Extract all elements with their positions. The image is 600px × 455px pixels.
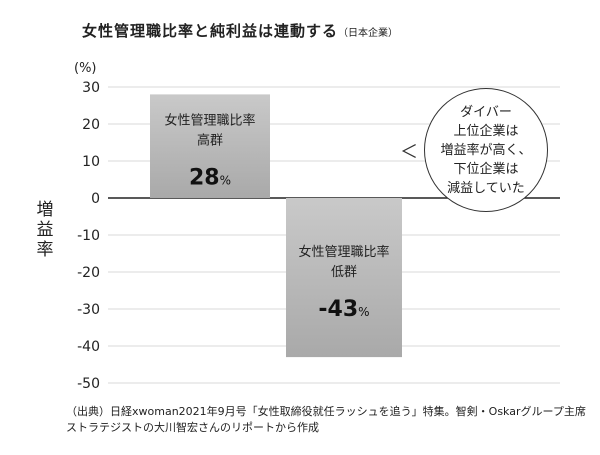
- callout-pointer-icon: ＜: [400, 142, 418, 163]
- y-tick-label: 20: [82, 117, 100, 133]
- bar-category-label: 女性管理職比率: [164, 112, 255, 128]
- y-tick-label: 0: [91, 191, 100, 207]
- y-tick-label: 10: [82, 154, 100, 170]
- bar-category-label: 低群: [331, 265, 357, 280]
- callout-text: ダイバー 上位企業は 増益率が高く、 下位企業は 減益していた: [440, 104, 532, 196]
- chart-title-main: 女性管理職比率と純利益は連動する: [82, 22, 339, 40]
- y-axis-unit: (%): [74, 61, 97, 76]
- bar-category-label: 高群: [197, 132, 223, 148]
- bar-high-group: [150, 94, 270, 198]
- y-tick-label: 30: [82, 80, 100, 96]
- bar-category-label: 女性管理職比率: [298, 244, 389, 260]
- y-tick-label: -20: [77, 265, 100, 281]
- y-tick-label: -10: [77, 228, 100, 244]
- y-tick-label: -40: [77, 339, 100, 355]
- bar-value-label: -43%: [318, 297, 369, 322]
- y-tick-label: -30: [77, 302, 100, 318]
- y-tick-label: -50: [77, 376, 100, 392]
- callout-bubble: ダイバー 上位企業は 増益率が高く、 下位企業は 減益していた: [424, 88, 548, 212]
- bar-low-group: [286, 198, 402, 358]
- chart-title: 女性管理職比率と純利益は連動する（日本企業）: [82, 20, 398, 41]
- source-note: （出典）日経xwoman2021年9月号「女性取締役就任ラッシュを追う」特集。智…: [66, 405, 586, 434]
- chart-subtitle: （日本企業）: [338, 28, 399, 39]
- y-axis-label: 増益率: [36, 200, 54, 260]
- bar-value-label: 28%: [189, 165, 231, 190]
